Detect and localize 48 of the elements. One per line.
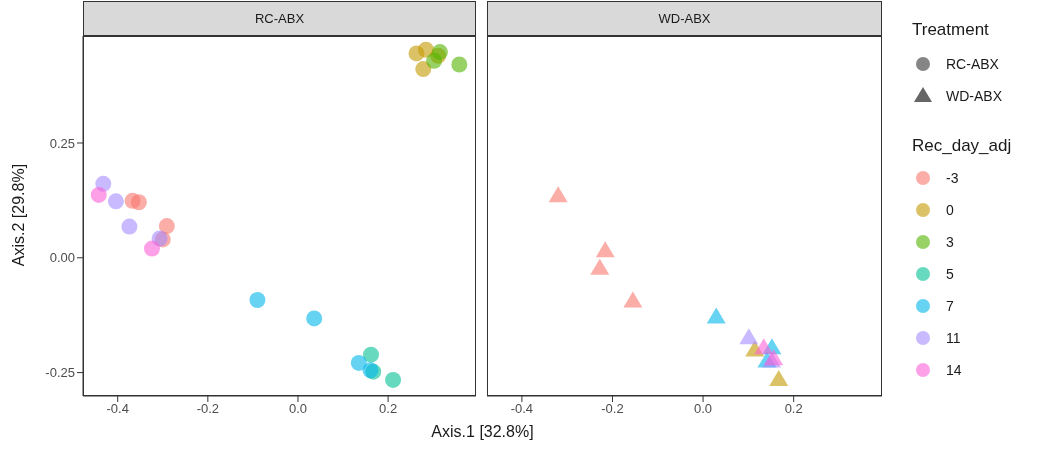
point [739, 328, 759, 345]
legend-label: 3 [946, 234, 954, 250]
point [121, 218, 138, 235]
legend-title: Rec_day_adj [912, 136, 1013, 156]
point [385, 371, 402, 388]
x-tick-label: -0.2 [601, 401, 624, 417]
legend-label: 7 [946, 298, 954, 314]
point [107, 193, 124, 210]
point [350, 354, 367, 371]
point [90, 186, 107, 203]
point [451, 56, 468, 73]
point [769, 369, 789, 386]
point [158, 218, 175, 235]
point [754, 338, 774, 355]
point [249, 292, 266, 309]
y-tick-label: -0.25 [45, 365, 75, 381]
chart-title: RC-ABX [946, 56, 999, 72]
legend-title: Treatment [912, 20, 990, 40]
chart-title: WD-ABX [946, 88, 1002, 104]
y-tick-label: 0.00 [49, 250, 75, 266]
point [362, 346, 379, 363]
x-axis-title: Axis.1 [32.8%] [430, 423, 535, 441]
x-tick-label: -0.4 [510, 401, 534, 417]
legend-label: 0 [946, 202, 954, 218]
y-tick-label: 0.25 [49, 135, 75, 151]
x-tick-label: 0.0 [694, 401, 713, 417]
point [706, 307, 726, 324]
point [623, 291, 643, 308]
point [306, 310, 323, 327]
chart-title: RC-ABX [254, 11, 305, 26]
point [590, 258, 610, 275]
x-tick-label: 0.2 [784, 401, 803, 417]
legend-label: 14 [946, 362, 962, 378]
point [143, 240, 160, 257]
chart-title: WD-ABX [658, 11, 711, 26]
point [130, 194, 147, 211]
point [548, 186, 568, 203]
x-tick-label: -0.4 [106, 401, 129, 417]
point [415, 61, 432, 78]
x-tick-label: 0.2 [379, 401, 398, 417]
point [595, 241, 615, 258]
legend-label: -3 [946, 170, 959, 186]
x-tick-label: 0.0 [288, 401, 308, 417]
legend-label: 11 [946, 330, 961, 346]
point [426, 52, 443, 69]
legend-label: 5 [946, 266, 954, 282]
x-tick-label: -0.2 [196, 401, 220, 417]
y-axis-title: Axis.2 [29.8%] [10, 162, 28, 269]
